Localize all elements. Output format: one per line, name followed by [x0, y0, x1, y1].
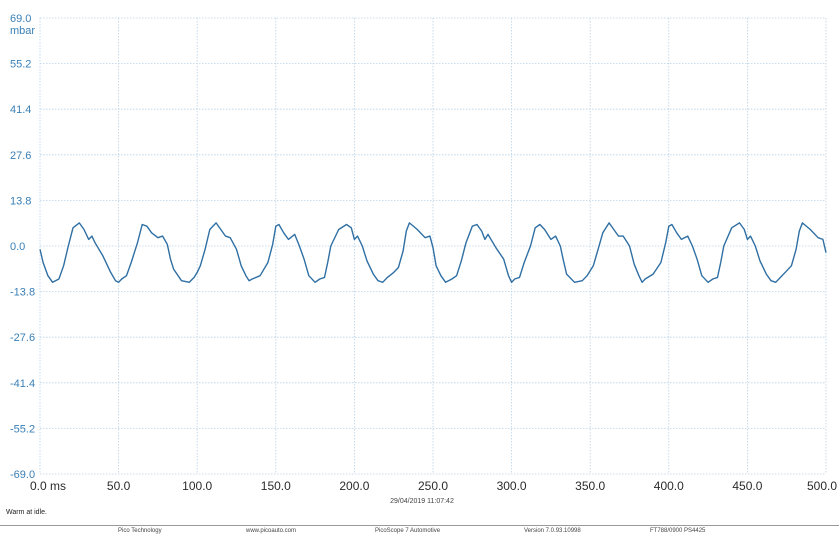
capture-note: Warm at idle. [6, 509, 47, 516]
y-tick-label: 69.0 [10, 13, 31, 25]
grid-lines [39, 17, 827, 475]
y-tick-label: -27.6 [10, 332, 35, 344]
x-tick-label: 250.0 [418, 479, 448, 493]
x-tick-label: 150.0 [261, 479, 291, 493]
x-tick-label: 0.0 [30, 479, 47, 493]
y-axis-tick-labels: 69.0 55.2 41.4 27.6 13.8 0.0 -13.8 -27.6 -41.4 -5… [10, 13, 35, 481]
y-tick-label: -69.0 [10, 469, 35, 481]
x-tick-label: 350.0 [575, 479, 605, 493]
y-tick-label: 13.8 [10, 195, 31, 207]
capture-timestamp: 29/04/2019 11:07:42 [390, 498, 454, 505]
x-tick-label: 450.0 [732, 479, 762, 493]
footer-website: www.picoauto.com [246, 528, 297, 534]
y-tick-label: -55.2 [10, 423, 35, 435]
x-tick-label: 400.0 [654, 479, 684, 493]
footer-version: Version 7.0.93.10998 [524, 528, 581, 534]
footer-product: PicoScope 7 Automotive [375, 528, 441, 534]
y-tick-label: 27.6 [10, 150, 31, 162]
y-tick-label: 55.2 [10, 59, 31, 71]
footer-company: Pico Technology [118, 528, 162, 534]
y-tick-label: 0.0 [10, 241, 25, 253]
x-axis-tick-labels: 0.0 50.0 100.0 150.0 200.0 250.0 300.0 350.0 400… [30, 479, 837, 493]
x-tick-label: 200.0 [339, 479, 369, 493]
y-tick-label: -13.8 [10, 287, 35, 299]
x-tick-label: 300.0 [497, 479, 527, 493]
x-tick-label: 50.0 [107, 479, 131, 493]
waveform-trace [39, 222, 827, 283]
y-tick-label: -41.4 [10, 378, 35, 390]
footer-serial: FT788/0900 PS4425 [650, 528, 706, 534]
footer-bar: Pico Technology www.picoauto.com PicoSco… [0, 525, 839, 536]
x-axis-unit-label: ms [50, 479, 66, 493]
y-tick-label: 41.4 [10, 104, 31, 116]
x-tick-label: 100.0 [182, 479, 212, 493]
x-tick-label: 500.0 [807, 479, 837, 493]
y-axis-unit-label: mbar [10, 25, 35, 37]
